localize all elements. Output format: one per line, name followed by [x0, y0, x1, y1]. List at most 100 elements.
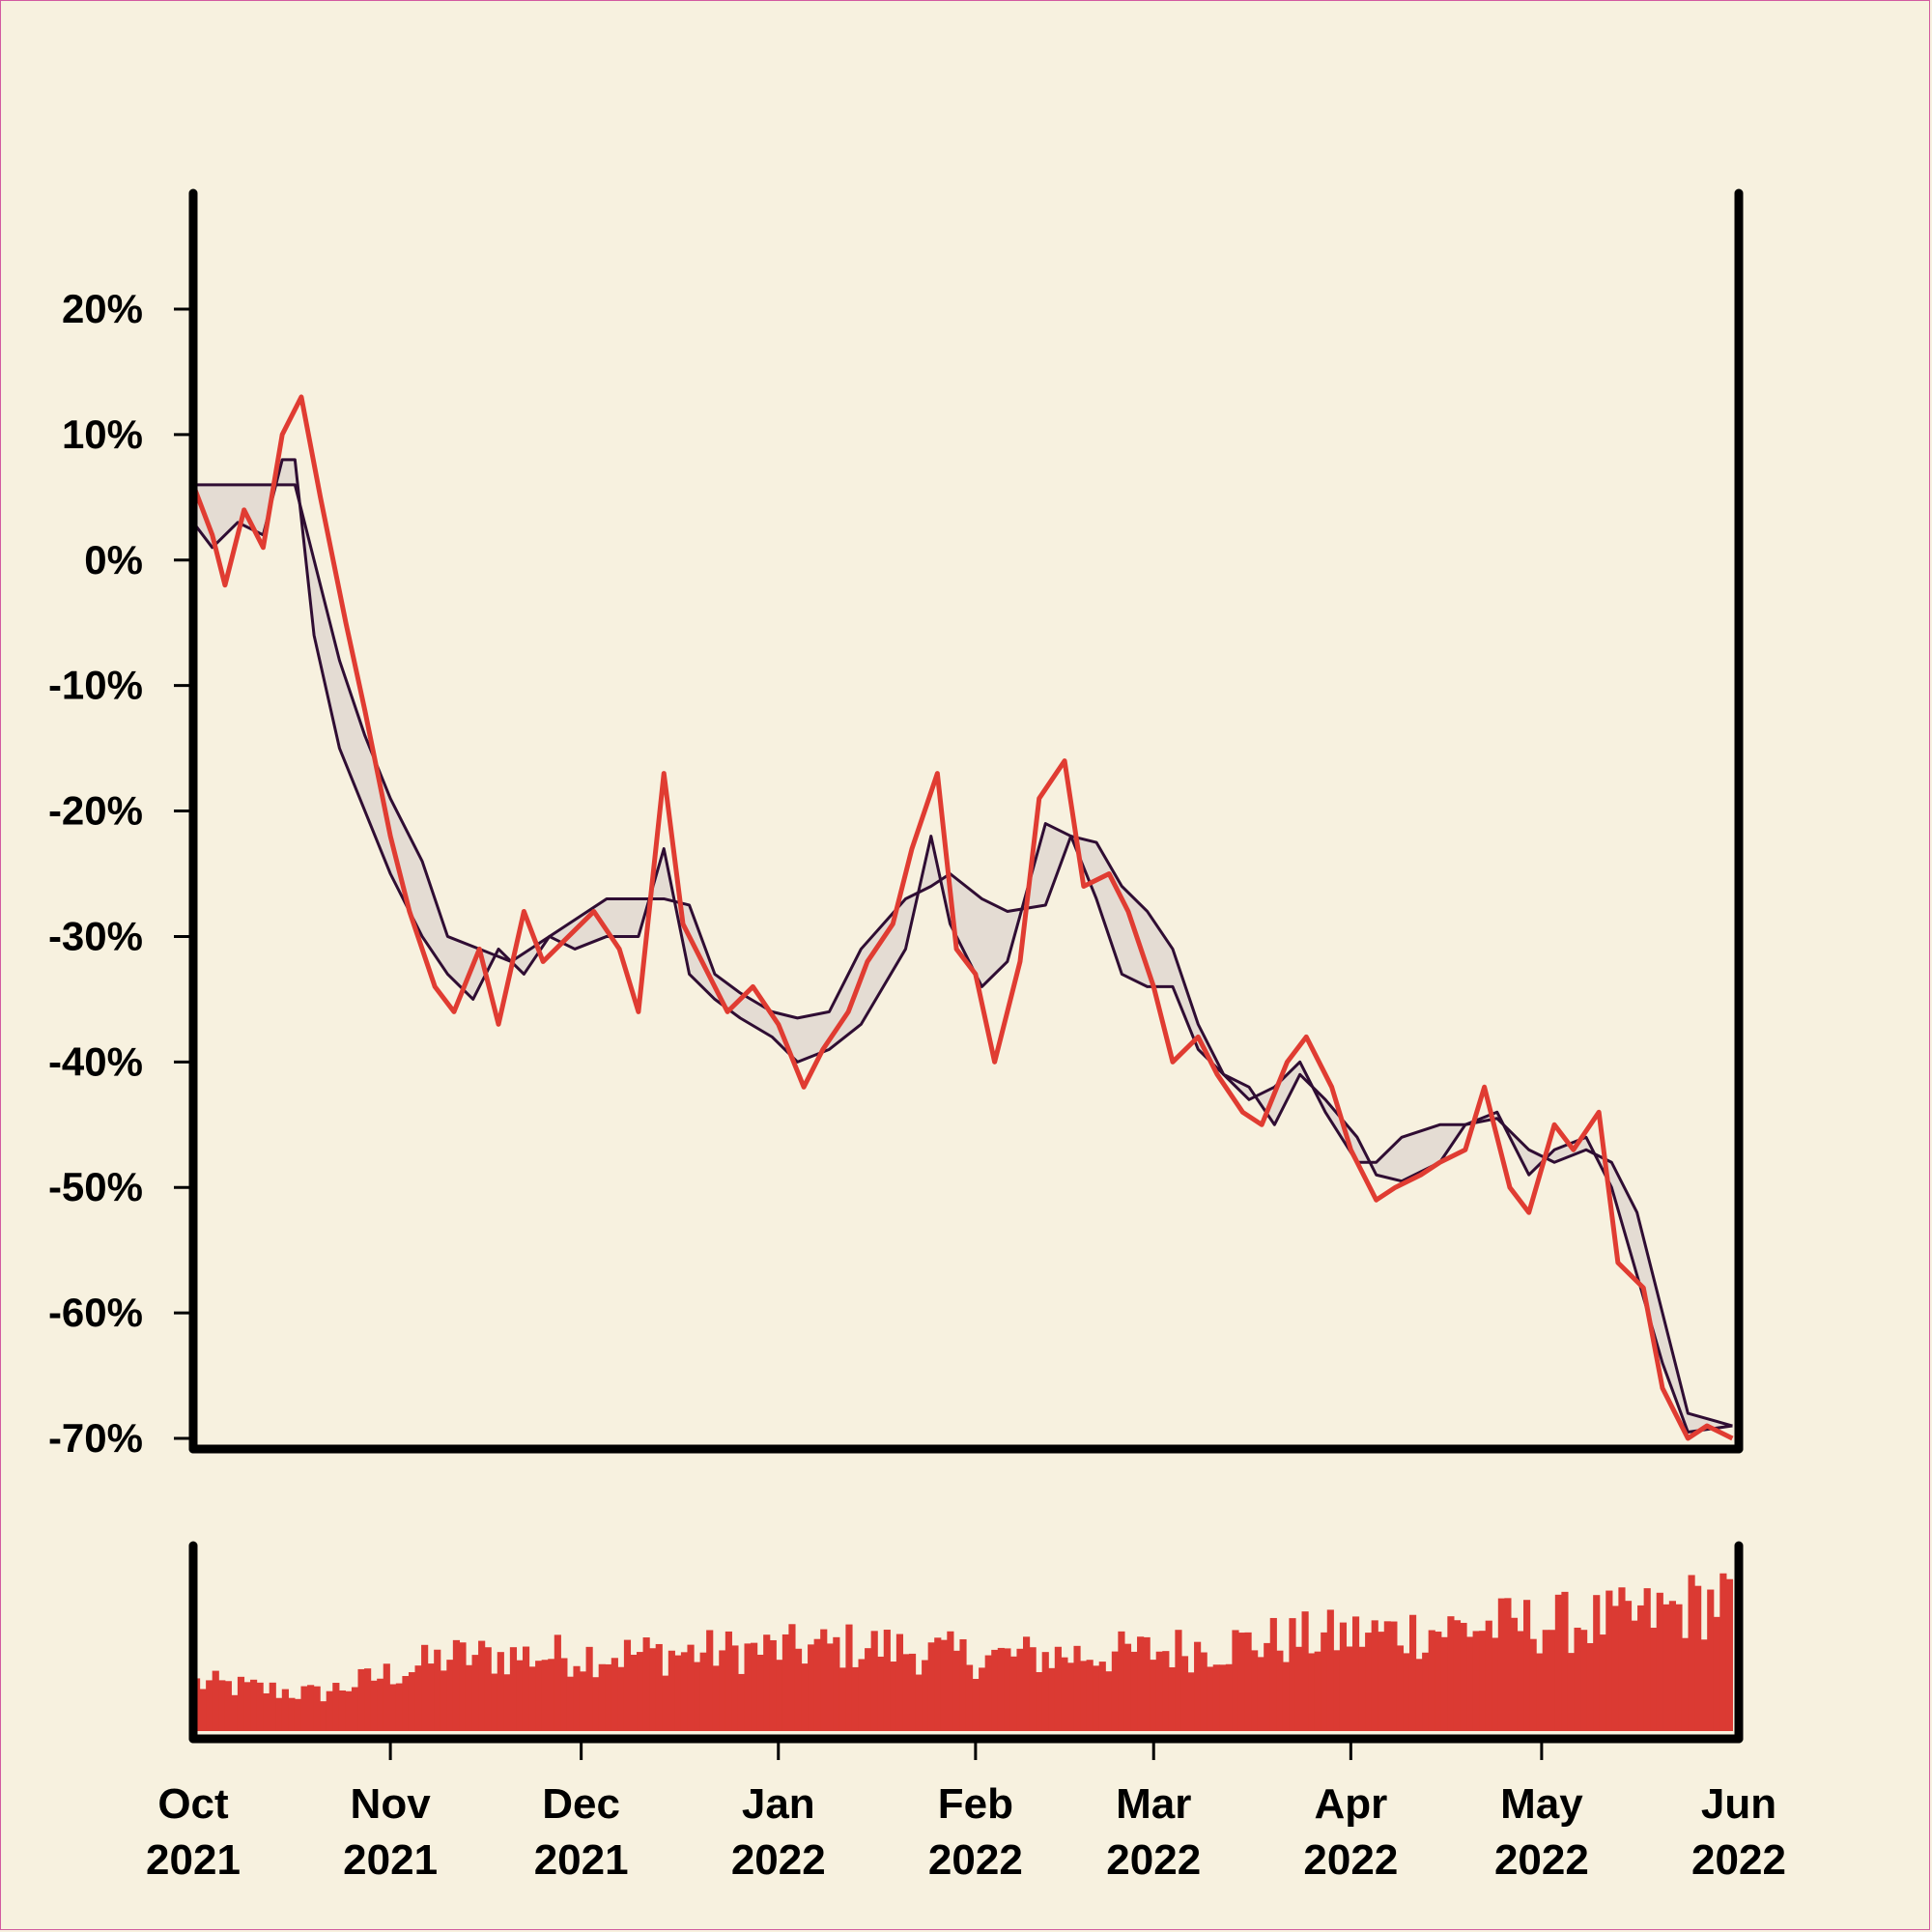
volume-bar: [712, 1665, 720, 1731]
volume-bar: [1675, 1604, 1683, 1731]
volume-bar: [1289, 1618, 1296, 1731]
volume-bar: [1415, 1659, 1423, 1731]
volume-bar: [952, 1650, 961, 1731]
volume-panel: [188, 1541, 1744, 1744]
volume-bar: [1118, 1631, 1125, 1731]
x-tick-month: Oct: [157, 1780, 229, 1828]
volume-bar: [1447, 1616, 1455, 1731]
volume-bar: [1681, 1637, 1690, 1731]
volume-bar: [206, 1680, 213, 1731]
y-tick-label: 0%: [84, 537, 143, 582]
volume-bar: [744, 1643, 752, 1731]
volume-bar: [357, 1668, 365, 1731]
x-tick-month: Apr: [1314, 1780, 1387, 1828]
volume-bar: [1472, 1631, 1480, 1731]
volume-bar: [497, 1652, 504, 1731]
volume-bar: [997, 1647, 1005, 1731]
volume-bar: [1440, 1636, 1448, 1731]
volume-bar: [1453, 1620, 1462, 1731]
volume-bar: [731, 1645, 739, 1731]
volume-bar: [776, 1660, 783, 1731]
volume-bar: [1586, 1642, 1594, 1731]
volume-bar: [288, 1697, 296, 1731]
volume-bar: [224, 1681, 232, 1731]
volume-bar: [1269, 1617, 1277, 1731]
volume-bar: [1435, 1632, 1442, 1731]
volume-bar: [1510, 1617, 1519, 1731]
volume-bar: [370, 1680, 378, 1731]
volume-bar: [1333, 1650, 1341, 1731]
volume-bar: [630, 1655, 638, 1731]
volume-bar: [1105, 1671, 1113, 1731]
volume-bar: [434, 1649, 441, 1731]
volume-bar: [788, 1624, 796, 1731]
x-tick-month: Mar: [1116, 1780, 1191, 1828]
volume-bar: [763, 1634, 771, 1731]
volume-bar: [1631, 1620, 1638, 1731]
volume-bar: [1428, 1630, 1435, 1731]
volume-bar: [522, 1646, 530, 1731]
volume-bar: [826, 1643, 834, 1731]
volume-bar: [300, 1686, 308, 1731]
x-tick-month: Dec: [542, 1780, 620, 1828]
volume-bar: [1187, 1672, 1195, 1731]
price-panel: 20% 10% 0% -10% -20% -30% -40% -50% -60% -70%: [48, 188, 1744, 1461]
volume-bar: [1371, 1620, 1378, 1731]
volume-bar: [623, 1639, 632, 1731]
volume-bar: [212, 1670, 219, 1731]
volume-bar: [231, 1694, 239, 1731]
volume-bar: [1517, 1631, 1524, 1731]
x-tick-month: May: [1500, 1780, 1583, 1828]
volume-bar: [1378, 1632, 1385, 1731]
volume-bar: [1130, 1651, 1138, 1731]
volume-bar: [1492, 1637, 1499, 1731]
volume-bar: [637, 1652, 644, 1731]
volume-bar: [199, 1689, 207, 1731]
volume-bar: [1485, 1620, 1492, 1731]
volume-bar: [883, 1630, 891, 1731]
volume-bar: [554, 1634, 561, 1731]
volume-bar: [737, 1673, 746, 1731]
volume-bar: [781, 1634, 789, 1731]
volume-bar: [1041, 1652, 1049, 1731]
volume-bar: [1656, 1592, 1663, 1731]
volume-bar: [218, 1680, 226, 1731]
volume-bar: [1504, 1598, 1512, 1731]
volume-bar: [389, 1684, 397, 1731]
volume-bar: [1294, 1646, 1303, 1731]
volume-bar: [250, 1679, 258, 1731]
volume-bar: [1111, 1651, 1119, 1731]
volume-bar: [858, 1659, 866, 1731]
volume-bar: [1155, 1651, 1163, 1731]
volume-bar: [313, 1686, 321, 1731]
x-tick-year: 2022: [731, 1836, 826, 1884]
volume-bar: [1194, 1641, 1202, 1731]
volume-bar: [1408, 1614, 1417, 1731]
volume-bar: [1036, 1671, 1043, 1731]
volume-bar: [991, 1649, 999, 1731]
volume-bar: [1688, 1575, 1695, 1731]
volume-bar: [902, 1654, 910, 1731]
volume-bar: [1150, 1660, 1157, 1731]
volume-bar: [642, 1637, 650, 1731]
volume-bar: [1713, 1616, 1720, 1731]
volume-bar: [922, 1660, 929, 1731]
x-tick-month: Nov: [351, 1780, 432, 1828]
volume-bar: [649, 1648, 657, 1731]
volume-bar: [605, 1663, 612, 1731]
y-tick-label: -50%: [48, 1164, 143, 1209]
volume-bar: [1567, 1653, 1576, 1731]
volume-bar: [611, 1658, 618, 1731]
volume-bar: [1339, 1622, 1348, 1731]
volume-bar: [699, 1652, 707, 1731]
volume-bar: [1700, 1639, 1708, 1731]
volume-bar: [1396, 1645, 1405, 1731]
volume-bar: [1707, 1589, 1715, 1731]
volume-bar: [535, 1661, 543, 1731]
volume-bar: [484, 1647, 492, 1731]
volume-bar: [1624, 1601, 1633, 1731]
volume-bar: [915, 1674, 923, 1731]
volume-bar: [940, 1639, 948, 1731]
volume-bar: [1098, 1662, 1106, 1731]
volume-bar: [364, 1668, 372, 1731]
